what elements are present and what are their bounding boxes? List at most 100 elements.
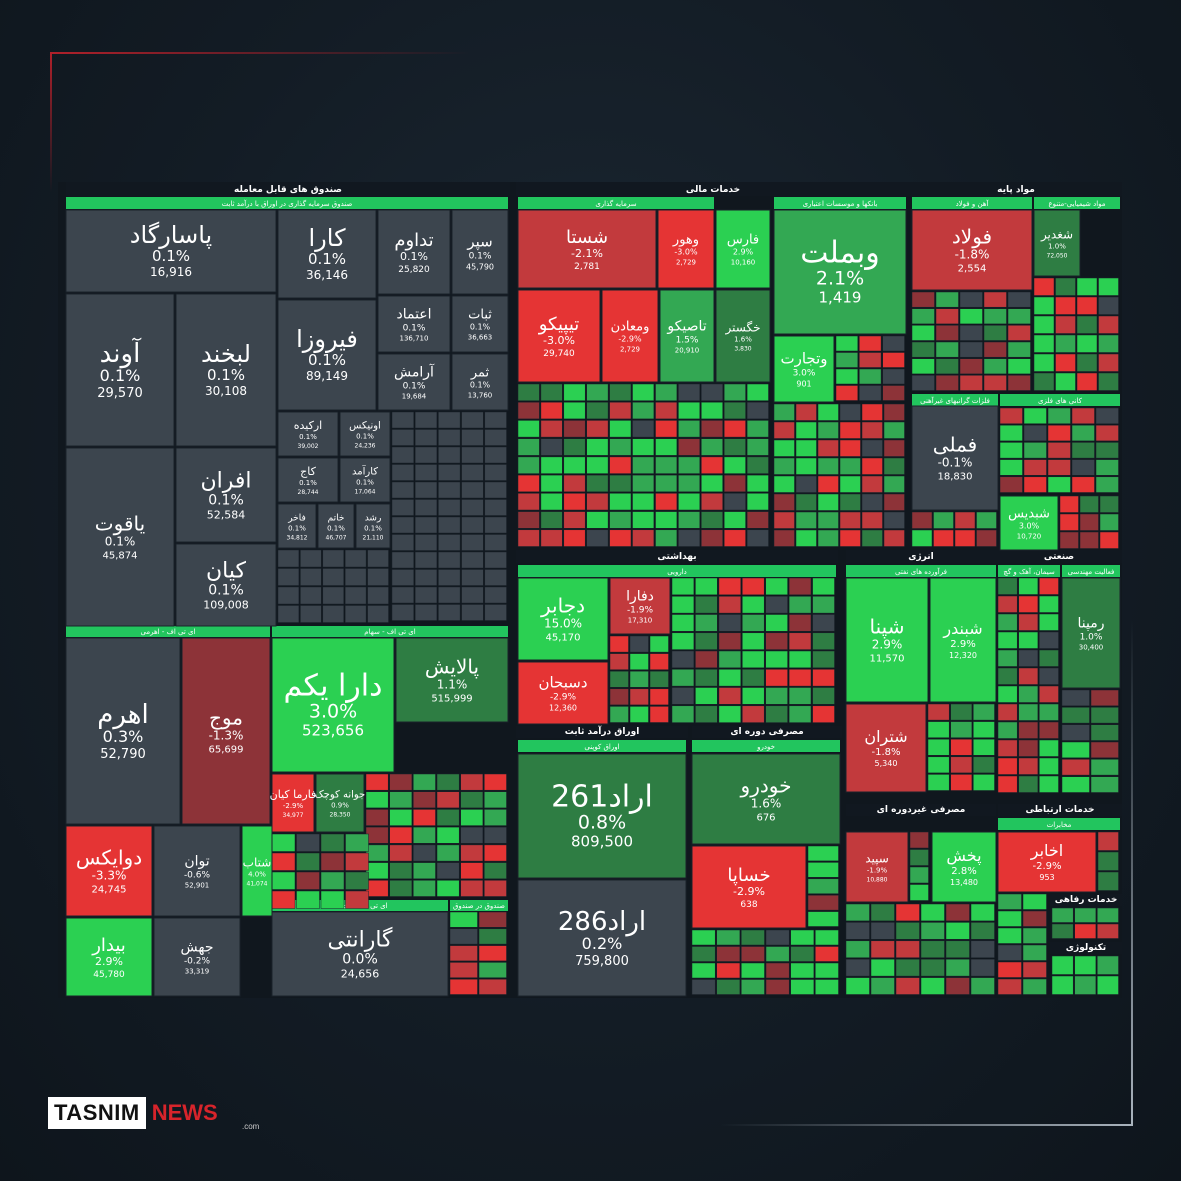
- stock-tile-small: [484, 880, 507, 897]
- stock-tile-small: [701, 474, 723, 493]
- stock-tile-small: [701, 456, 723, 474]
- stock-tile-small: [461, 499, 484, 516]
- stock-tile-small: [540, 456, 563, 474]
- tile-symbol: تیپیکو: [538, 314, 580, 335]
- stock-tile-small: [716, 946, 741, 962]
- stock-tile-small: [438, 464, 461, 481]
- stock-tile-small: [976, 511, 997, 529]
- stock-tile-small: [1097, 955, 1119, 975]
- stock-tile-small: [1071, 459, 1095, 476]
- stock-tile-small: [1059, 495, 1079, 513]
- stock-tile-small: [817, 511, 839, 529]
- stock-tile-small: [954, 511, 976, 529]
- stock-tile: [271, 911, 449, 997]
- tile-symbol: گارانتی: [327, 927, 393, 953]
- stock-tile-small: [436, 880, 460, 897]
- stock-tile-small: [1023, 424, 1047, 442]
- group-title: مخابرات: [1047, 821, 1072, 829]
- tile-change: 4.0%: [248, 870, 266, 878]
- stock-tile-small: [790, 962, 815, 979]
- stock-tile-small: [391, 586, 414, 604]
- stock-tile-small: [609, 401, 632, 420]
- stock-tile-small: [413, 826, 436, 844]
- tile-symbol: شبدیس: [1008, 507, 1050, 522]
- stock-tile-small: [741, 929, 765, 946]
- stock-tile-small: [461, 569, 484, 586]
- stock-tile-small: [671, 632, 695, 650]
- stock-tile-small: [1018, 685, 1039, 703]
- stock-tile-small: [367, 605, 389, 623]
- stock-tile-small: [484, 809, 507, 826]
- stock-tile: [517, 209, 657, 289]
- stock-tile-small: [438, 534, 461, 551]
- stock-tile-small: [461, 534, 484, 551]
- stock-tile-small: [1074, 907, 1097, 923]
- stock-tile-small: [1039, 613, 1059, 631]
- stock-tile-small: [1098, 372, 1119, 391]
- stock-tile-small: [655, 401, 678, 420]
- stock-tile-small: [414, 446, 438, 464]
- stock-tile-small: [746, 456, 769, 474]
- stock-tile-small: [655, 456, 678, 474]
- stock-tile-small: [716, 929, 741, 946]
- tile-value: 52,901: [185, 881, 210, 889]
- stock-tile-small: [859, 352, 882, 368]
- tile-value: 25,820: [398, 265, 430, 275]
- stock-tile-small: [484, 446, 507, 464]
- stock-tile: [715, 289, 771, 383]
- stock-tile-small: [649, 706, 669, 723]
- tile-symbol: اونیکس: [349, 421, 381, 432]
- tile-symbol: خگستر: [725, 320, 761, 335]
- group-title-bar: [774, 197, 906, 209]
- stock-tile-small: [1098, 315, 1119, 334]
- stock-tile-small: [997, 739, 1018, 757]
- tile-symbol: لبخند: [201, 340, 251, 368]
- stock-tile-small: [678, 474, 701, 493]
- stock-tile-small: [807, 878, 839, 894]
- stock-tile-small: [484, 586, 507, 604]
- stock-tile-small: [271, 852, 296, 871]
- stock-tile-small: [701, 401, 723, 420]
- stock-tile-small: [449, 945, 478, 962]
- tile-symbol: شستا: [566, 227, 608, 248]
- stock-tile-small: [997, 649, 1018, 667]
- stock-tile-small: [746, 529, 769, 547]
- group-title: بانکها و موسسات اعتباری: [803, 200, 878, 208]
- stock-tile: [339, 457, 391, 503]
- stock-tile-small: [973, 756, 995, 774]
- sector-title: تکنولوژی: [1066, 943, 1106, 953]
- stock-tile-small: [365, 862, 389, 880]
- stock-tile-small: [1055, 277, 1076, 296]
- stock-tile-small: [742, 632, 765, 650]
- stock-tile-small: [629, 688, 649, 706]
- tile-change: -2.9%: [550, 692, 577, 702]
- stock-tile-small: [1018, 595, 1039, 613]
- stock-tile-small: [449, 978, 478, 995]
- stock-tile-small: [870, 958, 895, 977]
- stock-tile-small: [586, 529, 609, 547]
- stock-tile-small: [277, 586, 300, 605]
- stock-tile-small: [701, 420, 723, 438]
- stock-tile-small: [997, 577, 1018, 595]
- tile-value: 29,740: [543, 349, 575, 359]
- stock-tile-small: [765, 687, 788, 705]
- stock-tile-small: [413, 862, 436, 880]
- stock-tile-small: [788, 669, 812, 687]
- tile-value: 109,008: [203, 599, 249, 612]
- group-title: فعالیت مهندسی: [1068, 568, 1115, 576]
- stock-tile-small: [773, 421, 795, 439]
- tile-value: 10,880: [867, 876, 888, 883]
- stock-tile: [377, 353, 451, 411]
- stock-tile-small: [870, 977, 895, 995]
- stock-tile-small: [695, 705, 718, 723]
- stock-tile-small: [345, 833, 369, 852]
- stock-tile-small: [1071, 442, 1095, 459]
- stock-tile-small: [517, 493, 540, 511]
- stock-tile: [451, 353, 509, 411]
- stock-tile-small: [540, 438, 563, 456]
- tile-change: 1.0%: [1080, 632, 1103, 642]
- tile-value: 16,916: [150, 265, 192, 279]
- stock-tile-small: [1090, 776, 1119, 793]
- tile-value: 12,320: [949, 651, 977, 660]
- stock-tile-small: [765, 614, 788, 632]
